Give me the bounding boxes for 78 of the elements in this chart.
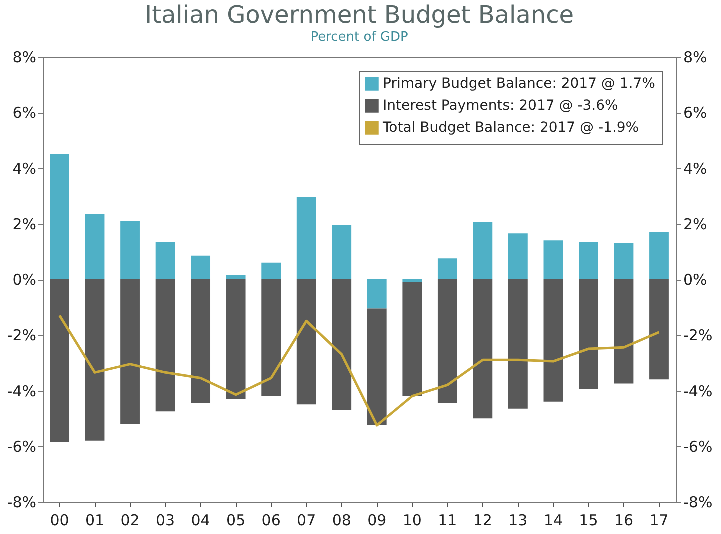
bar [650,232,669,280]
y2-tick-label: 0% [684,271,708,289]
x-tick-label: 08 [332,512,352,530]
x-tick-label: 10 [402,512,422,530]
y2-tick-label: -8% [684,494,713,512]
x-tick-label: 13 [508,512,528,530]
bar [508,234,528,280]
y2-tick-label: -2% [684,326,713,345]
bar [156,242,176,280]
bar [296,197,316,280]
bar [120,280,140,424]
y-tick-label: 8% [12,48,36,66]
y-tick-label: -8% [7,494,36,512]
y2-tick-label: 2% [684,215,708,234]
y2-tick-label: 8% [684,48,708,66]
y-tick-label: -2% [7,326,36,345]
bar [650,280,669,380]
bar [191,256,211,280]
bar [85,214,105,280]
x-tick-label: 06 [262,512,281,530]
x-tick-label: 03 [156,512,176,530]
x-tick-label: 15 [579,512,598,530]
y2-tick-label: -4% [684,382,713,400]
bar [438,258,458,280]
x-tick-label: 17 [650,512,669,530]
bar [296,280,316,405]
y-tick-label: 0% [12,271,36,289]
bar [332,280,352,410]
x-tick-label: 00 [50,512,70,530]
bar [544,240,564,280]
bar [579,280,598,390]
bar [367,280,387,309]
legend-label: Interest Payments: 2017 @ -3.6% [383,98,618,114]
bar [614,243,634,280]
x-tick-label: 04 [191,512,210,530]
bar [156,280,176,412]
legend-label: Primary Budget Balance: 2017 @ 1.7% [383,76,656,92]
bar [226,275,246,280]
bar [50,280,70,442]
bar [402,282,422,396]
bar [226,280,246,400]
y-tick-label: -6% [7,438,36,456]
bar [473,280,493,419]
line-series [58,314,660,427]
chart-title: Italian Government Budget Balance [144,1,574,29]
bar [50,154,70,280]
bar [402,280,422,282]
chart-subtitle: Percent of GDP [310,30,408,45]
bar [332,225,352,280]
bar [191,280,211,404]
x-tick-label: 16 [614,512,634,530]
bar [438,280,458,404]
x-tick-label: 05 [226,512,246,530]
x-tick-label: 11 [438,512,458,530]
y-tick-label: 4% [12,160,36,178]
bar [262,262,282,280]
bar [544,280,564,402]
bar [120,221,140,280]
bar [262,280,282,396]
bar [508,280,528,409]
bar [473,222,493,280]
x-tick-label: 07 [297,512,316,530]
y2-tick-label: -6% [684,438,713,456]
x-tick-label: 14 [544,512,563,530]
x-tick-label: 09 [368,512,387,530]
y2-tick-label: 6% [684,104,708,122]
bar [85,280,105,441]
y-tick-label: 2% [12,215,36,234]
x-tick-label: 12 [473,512,492,530]
legend-label: Total Budget Balance: 2017 @ -1.9% [382,120,640,136]
bar [579,242,598,280]
y-tick-label: -4% [7,382,36,400]
bar [614,280,634,384]
y-tick-label: 6% [12,104,36,122]
x-tick-label: 02 [120,512,140,530]
bar [367,308,387,426]
y2-tick-label: 4% [684,160,708,178]
x-tick-label: 01 [85,512,105,530]
